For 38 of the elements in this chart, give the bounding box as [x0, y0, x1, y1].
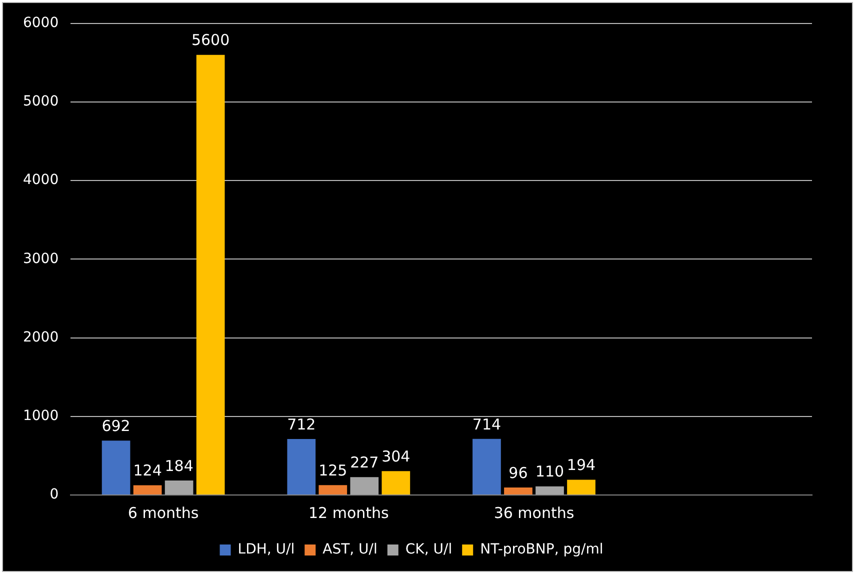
- data-label: 304: [382, 447, 410, 466]
- bar: [287, 439, 316, 494]
- bar: [350, 477, 379, 494]
- bar: [102, 440, 130, 494]
- data-label: 110: [535, 462, 564, 481]
- legend-label: CK, U/l: [405, 542, 452, 558]
- data-label: 692: [102, 417, 130, 435]
- data-label: 712: [287, 415, 316, 434]
- y-tick-label: 3000: [22, 250, 59, 267]
- y-tick-label: 2000: [22, 329, 59, 346]
- bar: [318, 485, 348, 494]
- x-tick-label: 12 months: [308, 504, 389, 522]
- data-label: 184: [164, 456, 194, 475]
- data-label: 124: [133, 462, 162, 480]
- data-label: 5600: [191, 31, 230, 50]
- x-tick-label: 6 months: [128, 504, 199, 522]
- legend-label: NT-proBNP, pg/ml: [480, 542, 604, 558]
- bar: [133, 485, 162, 494]
- bar: [504, 487, 532, 494]
- data-label: 96: [508, 464, 528, 482]
- bar: [164, 480, 194, 494]
- bar: [567, 480, 596, 494]
- legend-label: AST, U/l: [322, 542, 378, 558]
- y-tick-label: 4000: [22, 172, 59, 188]
- data-label: 714: [472, 415, 502, 434]
- y-tick-label: 0: [50, 486, 59, 503]
- bar: [196, 54, 225, 494]
- legend-label: LDH, U/l: [238, 542, 295, 558]
- y-tick-label: 1000: [22, 408, 59, 424]
- data-label: 194: [566, 456, 596, 474]
- bar: [536, 486, 564, 494]
- y-tick-label: 6000: [22, 15, 59, 32]
- y-tick-label: 5000: [22, 94, 59, 110]
- x-tick-label: 36 months: [494, 504, 574, 522]
- bar: [472, 438, 501, 494]
- bar: [382, 471, 410, 494]
- data-label: 125: [318, 462, 348, 480]
- data-label: 227: [350, 454, 379, 472]
